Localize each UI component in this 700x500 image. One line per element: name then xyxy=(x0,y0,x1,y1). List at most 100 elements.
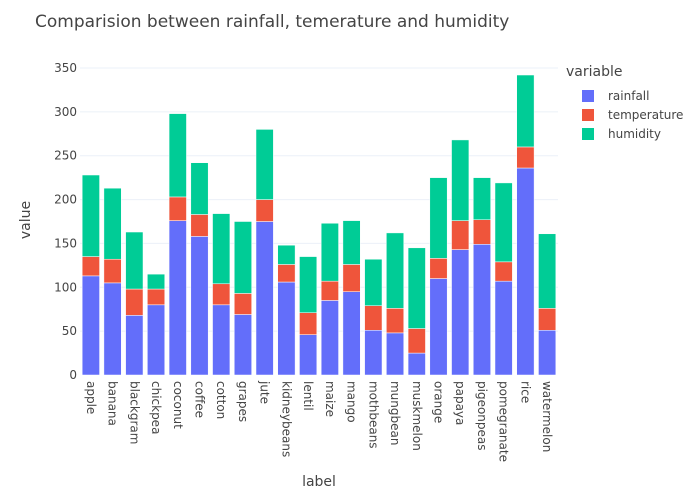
bar-temperature-chickpea xyxy=(147,288,165,306)
bar-temperature-apple xyxy=(81,256,100,277)
y-tick-label: 50 xyxy=(62,324,77,338)
bar-rainfall-cotton xyxy=(212,304,231,376)
bar-temperature-rice xyxy=(516,146,535,169)
legend-label: humidity xyxy=(608,126,661,141)
bar-humidity-coconut xyxy=(168,113,187,198)
bar-humidity-orange xyxy=(429,177,448,259)
y-tick-label: 200 xyxy=(54,193,77,207)
bar-temperature-grapes xyxy=(234,293,252,315)
x-tick-label: grapes xyxy=(236,381,250,422)
x-tick-label: maize xyxy=(323,381,337,417)
legend-item-rainfall[interactable]: rainfall xyxy=(566,86,683,105)
bar-temperature-mothbeans xyxy=(364,305,383,331)
bar-rainfall-muskmelon xyxy=(407,352,426,376)
y-tick-label: 0 xyxy=(69,368,77,382)
y-tick-label: 300 xyxy=(54,105,77,119)
bar-humidity-mango xyxy=(342,220,361,265)
bar-temperature-cotton xyxy=(212,283,231,306)
bar-humidity-banana xyxy=(103,187,122,260)
x-tick-label: coffee xyxy=(193,381,207,418)
bar-temperature-maize xyxy=(320,280,339,301)
legend-item-humidity[interactable]: humidity xyxy=(566,124,683,143)
x-tick-label: rice xyxy=(518,381,532,403)
bar-rainfall-mango xyxy=(342,291,361,376)
x-tick-label: mothbeans xyxy=(366,381,380,449)
y-tick-labels: 0 50 100 150 200 250 300 350 xyxy=(54,61,77,382)
bar-rainfall-coconut xyxy=(168,220,187,376)
bar-temperature-banana xyxy=(103,258,122,284)
x-tick-labels: apple banana blackgram chickpea coconut coffe… xyxy=(84,380,554,462)
bar-rainfall-grapes xyxy=(234,314,252,376)
bar-temperature-coffee xyxy=(190,214,209,237)
bar-humidity-jute xyxy=(255,129,274,200)
x-tick-label: orange xyxy=(432,381,446,423)
legend-swatch xyxy=(582,89,594,102)
x-axis-label: label xyxy=(302,474,336,490)
x-tick-label: lentil xyxy=(301,381,315,411)
bar-temperature-orange xyxy=(429,258,448,279)
legend-item-temperature[interactable]: temperature xyxy=(566,105,683,124)
bar-humidity-grapes xyxy=(234,221,252,294)
bar-humidity-maize xyxy=(320,223,339,282)
bar-rainfall-lentil xyxy=(299,334,318,376)
bar-humidity-papaya xyxy=(451,139,470,221)
x-tick-label: watermelon xyxy=(540,381,554,452)
bar-rainfall-apple xyxy=(81,275,100,376)
x-tick-label: banana xyxy=(106,381,120,426)
bar-temperature-muskmelon xyxy=(407,328,426,354)
legend-title: variable xyxy=(566,64,623,80)
bar-temperature-pomegranate xyxy=(494,261,513,282)
x-tick-label: kidneybeans xyxy=(279,381,293,457)
bar-temperature-watermelon xyxy=(538,308,557,331)
bar-temperature-lentil xyxy=(299,312,318,335)
x-tick-label: chickpea xyxy=(149,381,163,434)
legend-swatch xyxy=(582,127,594,140)
bar-humidity-rice xyxy=(516,74,535,148)
bar-humidity-lentil xyxy=(299,256,318,313)
legend-swatch xyxy=(582,108,594,121)
bar-rainfall-rice xyxy=(516,167,535,376)
y-tick-label: 250 xyxy=(54,149,77,163)
bar-rainfall-maize xyxy=(320,300,339,376)
legend-label: temperature xyxy=(608,107,684,122)
y-axis-label: value xyxy=(18,201,34,239)
x-tick-label: mungbean xyxy=(388,381,402,445)
bar-humidity-coffee xyxy=(190,162,209,215)
bar-rainfall-pomegranate xyxy=(494,280,513,376)
legend-items: rainfall temperature humidity xyxy=(566,86,683,143)
legend: variable rainfall temperature humidity xyxy=(566,64,683,143)
bar-rainfall-jute xyxy=(255,221,274,376)
bar-rainfall-pigeonpeas xyxy=(473,244,491,376)
bar-rainfall-banana xyxy=(103,282,122,376)
bar-rainfall-blackgram xyxy=(125,315,144,376)
bar-humidity-blackgram xyxy=(125,231,144,290)
y-tick-label: 150 xyxy=(54,236,77,250)
x-tick-label: mango xyxy=(345,381,359,423)
bar-humidity-chickpea xyxy=(147,273,165,290)
bar-temperature-kidneybeans xyxy=(277,264,296,283)
x-tick-label: pomegranate xyxy=(497,381,511,462)
bar-humidity-kidneybeans xyxy=(277,244,296,265)
x-tick-label: papaya xyxy=(453,381,467,425)
bar-humidity-pigeonpeas xyxy=(473,177,491,220)
bar-rainfall-kidneybeans xyxy=(277,281,296,376)
x-tick-label: coconut xyxy=(171,381,185,429)
bar-rainfall-orange xyxy=(429,278,448,376)
bar-humidity-pomegranate xyxy=(494,182,513,263)
x-tick-label: pigeonpeas xyxy=(475,381,489,451)
bar-rainfall-papaya xyxy=(451,249,470,376)
bar-temperature-jute xyxy=(255,199,274,222)
bar-humidity-mungbean xyxy=(386,232,404,309)
bar-rainfall-mothbeans xyxy=(364,330,383,376)
y-tick-label: 350 xyxy=(54,61,77,75)
bar-rainfall-watermelon xyxy=(538,330,557,376)
x-tick-label: apple xyxy=(84,381,98,414)
bar-humidity-apple xyxy=(81,174,100,257)
bar-temperature-blackgram xyxy=(125,288,144,316)
bar-rainfall-mungbean xyxy=(386,332,404,376)
x-tick-label: blackgram xyxy=(127,381,141,444)
bar-humidity-cotton xyxy=(212,213,231,285)
bars xyxy=(81,74,557,376)
bar-temperature-mango xyxy=(342,264,361,292)
